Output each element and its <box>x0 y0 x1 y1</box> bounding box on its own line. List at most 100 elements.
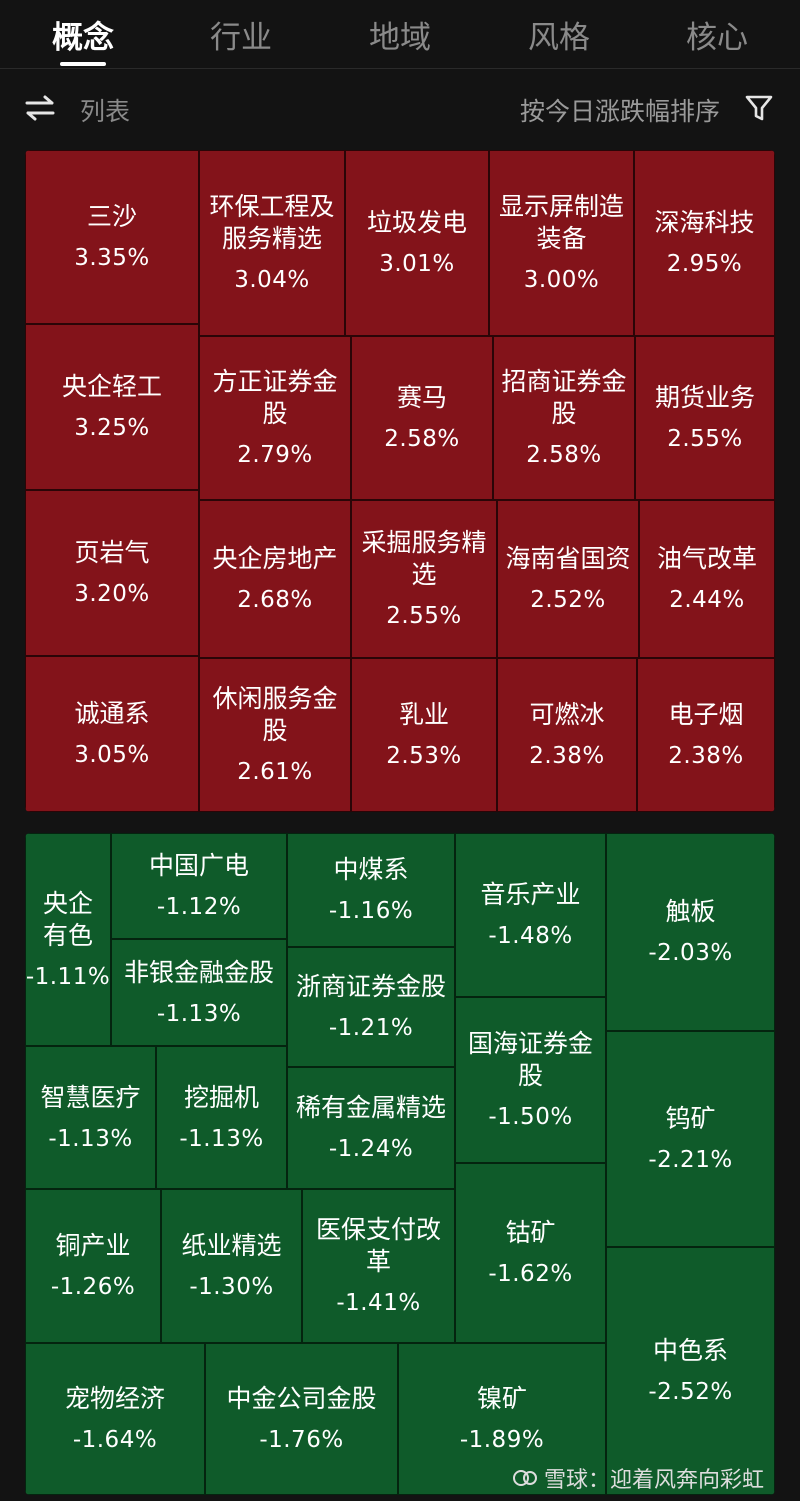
tile-name: 触板 <box>665 897 716 926</box>
tile-change: 2.53% <box>386 743 462 769</box>
heatmap-tile[interactable]: 采掘服务精选 2.55% <box>351 500 497 658</box>
heatmap-tile[interactable]: 显示屏制造装备 3.00% <box>489 150 634 336</box>
tile-name: 采掘服务精选 <box>361 528 487 589</box>
tile-change: 3.01% <box>379 251 455 277</box>
tile-change: 2.55% <box>386 603 462 629</box>
heatmap-tile[interactable]: 央企房地产 2.68% <box>199 500 351 658</box>
watermark: 雪球：迎着风奔向彩虹 <box>512 1462 764 1494</box>
tile-name: 央企有色 <box>42 888 93 950</box>
tile-change: 2.55% <box>667 426 743 452</box>
heatmap-tile[interactable]: 可燃冰 2.38% <box>497 658 637 812</box>
tile-name: 中金公司金股 <box>226 1384 377 1413</box>
tab-core[interactable]: 核心 <box>686 20 748 56</box>
watermark-text: 雪球：迎着风奔向彩虹 <box>544 1468 765 1493</box>
heatmap-tile[interactable]: 音乐产业 -1.48% <box>455 833 606 997</box>
heatmap-tile[interactable]: 央企有色 -1.11% <box>25 833 111 1046</box>
heatmap-tile[interactable]: 招商证券金股 2.58% <box>493 336 635 500</box>
tile-change: -1.48% <box>488 923 573 949</box>
tile-name: 国海证券金股 <box>467 1029 593 1090</box>
sort-label[interactable]: 按今日涨跌幅排序 <box>519 97 720 126</box>
heatmap-tile[interactable]: 赛马 2.58% <box>351 336 493 500</box>
tile-change: 2.79% <box>237 442 313 468</box>
filter-icon[interactable] <box>744 94 774 122</box>
tile-name: 显示屏制造装备 <box>498 192 624 253</box>
tile-name: 招商证券金股 <box>501 367 627 428</box>
tile-change: 2.58% <box>526 442 602 468</box>
tile-name: 期货业务 <box>654 383 755 412</box>
tile-change: -1.16% <box>328 898 414 924</box>
tile-change: -1.11% <box>25 963 111 990</box>
heatmap-tile[interactable]: 央企轻工 3.25% <box>25 324 199 490</box>
heatmap-tile[interactable]: 镍矿 -1.89% <box>398 1343 606 1495</box>
tile-name: 医保支付改革 <box>315 1215 441 1276</box>
tile-name: 赛马 <box>396 383 447 412</box>
tile-name: 可燃冰 <box>529 700 605 729</box>
tab-style[interactable]: 风格 <box>528 20 590 56</box>
heatmap-tile[interactable]: 钴矿 -1.62% <box>455 1163 606 1343</box>
tile-name: 中国广电 <box>148 851 249 880</box>
tile-change: 3.05% <box>74 742 150 768</box>
heatmap-tile[interactable]: 中国广电 -1.12% <box>111 833 287 939</box>
tile-change: 2.58% <box>384 426 460 452</box>
heatmap-tile[interactable]: 页岩气 3.20% <box>25 490 199 656</box>
tile-change: -1.76% <box>259 1427 344 1453</box>
heatmap-tile[interactable]: 中色系 -2.52% <box>606 1247 775 1495</box>
tile-change: 3.00% <box>523 267 600 293</box>
heatmap-tile[interactable]: 深海科技 2.95% <box>634 150 775 336</box>
tile-name: 稀有金属精选 <box>295 1093 446 1122</box>
heatmap-tile[interactable]: 医保支付改革 -1.41% <box>302 1189 455 1343</box>
heatmap-tile[interactable]: 垃圾发电 3.01% <box>345 150 489 336</box>
tile-name: 音乐产业 <box>480 880 581 909</box>
heatmap-tile[interactable]: 触板 -2.03% <box>606 833 775 1031</box>
heatmap-tile[interactable]: 海南省国资 2.52% <box>497 500 639 658</box>
heatmap-tile[interactable]: 智慧医疗 -1.13% <box>25 1046 156 1189</box>
tab-industry[interactable]: 行业 <box>210 20 272 56</box>
heatmap-tile[interactable]: 油气改革 2.44% <box>639 500 775 658</box>
tile-name: 页岩气 <box>74 538 150 567</box>
tile-name: 中色系 <box>652 1336 728 1365</box>
heatmap-tile[interactable]: 期货业务 2.55% <box>635 336 775 500</box>
tile-change: -1.41% <box>336 1290 421 1316</box>
tile-name: 电子烟 <box>668 700 744 729</box>
heatmap-tile[interactable]: 国海证券金股 -1.50% <box>455 997 606 1163</box>
heatmap-tile[interactable]: 乳业 2.53% <box>351 658 497 812</box>
heatmap-tile[interactable]: 稀有金属精选 -1.24% <box>287 1067 455 1189</box>
tile-name: 宠物经济 <box>64 1384 165 1413</box>
heatmap-tile[interactable]: 挖掘机 -1.13% <box>156 1046 287 1189</box>
heatmap-tile[interactable]: 铜产业 -1.26% <box>25 1189 161 1343</box>
heatmap-tile[interactable]: 三沙 3.35% <box>25 150 199 324</box>
losers-heatmap: 央企有色 -1.11% 中国广电 -1.12% 非银金融金股 -1.13% 中煤系 -1… <box>25 833 775 1495</box>
heatmap-tile[interactable]: 浙商证券金股 -1.21% <box>287 947 455 1067</box>
tile-name: 钨矿 <box>665 1104 716 1133</box>
heatmap-tile[interactable]: 方正证券金股 2.79% <box>199 336 351 500</box>
tile-change: -1.13% <box>156 1000 242 1027</box>
heatmap-tile[interactable]: 钨矿 -2.21% <box>606 1031 775 1247</box>
tile-change: -1.26% <box>50 1274 136 1300</box>
swap-icon[interactable] <box>24 94 56 122</box>
tile-change: -1.62% <box>488 1261 573 1287</box>
category-tabs: 概念 行业 地域 风格 核心 <box>0 0 800 69</box>
heatmap-tile[interactable]: 中煤系 -1.16% <box>287 833 455 947</box>
heatmap-tile[interactable]: 非银金融金股 -1.13% <box>111 939 287 1046</box>
heatmap-tile[interactable]: 纸业精选 -1.30% <box>161 1189 302 1343</box>
heatmap-tile[interactable]: 环保工程及服务精选 3.04% <box>199 150 345 336</box>
tile-change: 2.61% <box>237 759 313 785</box>
heatmap-tile[interactable]: 中金公司金股 -1.76% <box>205 1343 398 1495</box>
heatmap-tile[interactable]: 诚通系 3.05% <box>25 656 199 812</box>
tab-region[interactable]: 地域 <box>369 20 431 56</box>
tile-change: -1.12% <box>156 894 242 920</box>
heatmap-tile[interactable]: 电子烟 2.38% <box>637 658 775 812</box>
list-view-label[interactable]: 列表 <box>80 97 131 126</box>
tile-name: 智慧医疗 <box>40 1082 141 1112</box>
tile-name: 浙商证券金股 <box>295 972 446 1001</box>
gainers-heatmap: 三沙 3.35% 环保工程及服务精选 3.04% 垃圾发电 3.01% 显示屏制造装备… <box>25 150 775 812</box>
tab-concept[interactable]: 概念 <box>52 20 114 56</box>
tile-change: -2.21% <box>648 1147 733 1173</box>
heatmap-tile[interactable]: 宠物经济 -1.64% <box>25 1343 205 1495</box>
tile-change: 3.35% <box>74 245 150 271</box>
heatmap-tile[interactable]: 休闲服务金股 2.61% <box>199 658 351 812</box>
tile-change: 3.04% <box>234 267 310 293</box>
tile-name: 央企轻工 <box>61 372 162 401</box>
snowball-logo-icon <box>513 1470 537 1486</box>
toolbar: 列表 按今日涨跌幅排序 <box>0 80 800 136</box>
